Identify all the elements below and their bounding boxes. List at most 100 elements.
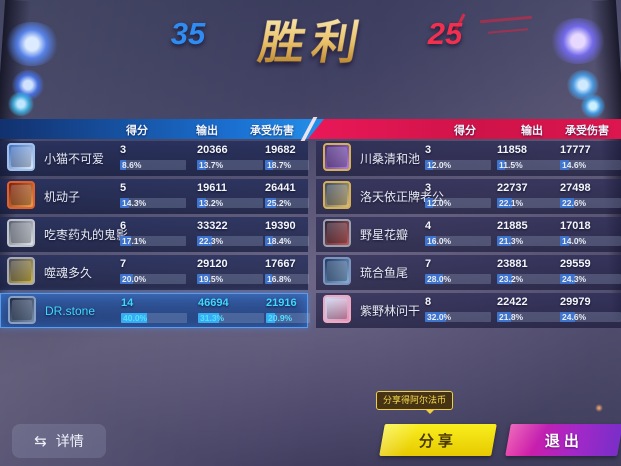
details-button[interactable]: ⇆ 详情 [12,424,106,458]
score-percent: 12.0% [427,160,452,170]
output-bar: 23.2% [497,274,563,284]
avatar[interactable] [7,219,35,247]
avatar[interactable] [8,296,36,324]
exit-button[interactable]: 退出 [505,424,621,456]
avatar[interactable] [7,181,35,209]
team-left-header-bar [0,119,330,139]
taken-bar: 25.2% [265,198,309,208]
player-name: 吃枣药丸的鬼影 [44,228,129,242]
table-row[interactable]: 紫野林问干 8 32.0% 22422 21.8% 29979 24.6% [316,293,621,328]
column-header-taken-right: 承受伤害 [565,125,609,137]
swap-arrows-icon: ⇆ [34,432,47,450]
table-row[interactable]: 洛天依正牌老公. 3 12.0% 22737 22.1% 27498 22.6% [316,179,621,214]
table-row[interactable]: 野星花瓣 4 16.0% 21885 21.3% 17018 14.0% [316,217,621,252]
score-value: 3 [425,182,432,194]
table-row[interactable]: 川桑清和池 3 12.0% 11858 11.5% 17777 14.6% [316,141,621,176]
table-row[interactable]: 机动子 5 14.3% 19611 13.2% 26441 25.2% [0,179,309,214]
player-name: 野星花瓣 [360,228,409,242]
share-button[interactable]: 分享 [379,424,497,456]
player-name: 川桑清和池 [360,152,421,166]
avatar[interactable] [7,257,35,285]
taken-percent: 25.2% [267,198,292,208]
taken-bar: 24.6% [560,312,621,322]
output-bar: 21.8% [497,312,563,322]
output-bar: 13.2% [197,198,263,208]
avatar[interactable] [323,143,351,171]
output-percent: 22.3% [199,236,224,246]
score-percent: 20.0% [122,274,147,284]
column-header-taken-left: 承受伤害 [250,125,294,137]
avatar[interactable] [323,219,351,247]
score-bar: 12.0% [425,198,491,208]
taken-value: 17667 [265,258,296,270]
taken-percent: 24.6% [562,312,587,322]
output-percent: 21.8% [499,312,524,322]
output-percent: 23.2% [499,274,524,284]
score-value: 6 [120,220,127,232]
avatar[interactable] [323,181,351,209]
column-header-output-right: 输出 [521,125,543,137]
score-percent: 28.0% [427,274,452,284]
avatar[interactable] [7,143,35,171]
score-bar: 20.0% [120,274,186,284]
taken-percent: 14.6% [562,160,587,170]
taken-bar: 24.3% [560,274,621,284]
output-bar: 13.7% [197,160,263,170]
taken-bar: 18.4% [265,236,309,246]
score-bar: 17.1% [120,236,186,246]
score-value: 8 [425,296,432,308]
output-bar: 22.1% [497,198,563,208]
taken-percent: 16.8% [267,274,292,284]
output-value: 23881 [497,258,528,270]
score-percent: 14.3% [122,198,147,208]
score-value: 3 [120,144,127,156]
table-row[interactable]: 吃枣药丸的鬼影 6 17.1% 33322 22.3% 19390 18.4% [0,217,309,252]
team-right-header-bar [308,119,621,139]
output-percent: 13.7% [199,160,224,170]
player-name: 紫野林问干 [360,304,421,318]
table-row[interactable]: 琉合鱼尾 7 28.0% 23881 23.2% 29559 24.3% [316,255,621,290]
output-bar: 22.3% [197,236,263,246]
table-row[interactable]: 小猫不可爱 3 8.6% 20366 13.7% 19682 18.7% [0,141,309,176]
taken-percent: 18.4% [267,236,292,246]
column-header-score-right: 得分 [454,125,476,137]
team-left-score: 35 [170,16,206,51]
share-button-label: 分享 [418,432,457,450]
taken-bar: 16.8% [265,274,309,284]
player-name: 噬魂多久 [44,266,93,280]
avatar[interactable] [323,295,351,323]
output-value: 20366 [197,144,228,156]
output-value: 46694 [198,297,229,309]
taken-percent: 24.3% [562,274,587,284]
red-light-streak [487,28,529,34]
taken-bar: 14.0% [560,236,621,246]
output-bar: 31.3% [198,313,264,323]
score-value: 3 [425,144,432,156]
avatar[interactable] [323,257,351,285]
player-name: 琉合鱼尾 [360,266,409,280]
taken-value: 19390 [265,220,296,232]
taken-value: 19682 [265,144,296,156]
victory-title: 胜利 [222,6,404,72]
taken-value: 21916 [266,297,297,309]
taken-value: 17018 [560,220,591,232]
score-bar: 8.6% [120,160,186,170]
score-bar: 16.0% [425,236,491,246]
output-value: 33322 [197,220,228,232]
output-percent: 21.3% [499,236,524,246]
player-name: 机动子 [44,190,81,204]
team-right-table: 川桑清和池 3 12.0% 11858 11.5% 17777 14.6% 洛天… [316,141,621,328]
table-row[interactable]: 噬魂多久 7 20.0% 29120 19.5% 17667 16.8% [0,255,309,290]
taken-value: 27498 [560,182,591,194]
output-bar: 11.5% [497,160,563,170]
player-name: DR.stone [45,303,96,318]
score-value: 4 [425,220,432,232]
table-row-self[interactable]: DR.stone 14 40.0% 46694 31.3% 21916 20.9… [0,293,310,328]
taken-percent: 18.7% [267,160,292,170]
score-percent: 32.0% [427,312,452,322]
score-bar: 32.0% [425,312,491,322]
taken-bar: 18.7% [265,160,309,170]
output-percent: 13.2% [199,198,224,208]
output-percent: 11.5% [499,160,523,170]
